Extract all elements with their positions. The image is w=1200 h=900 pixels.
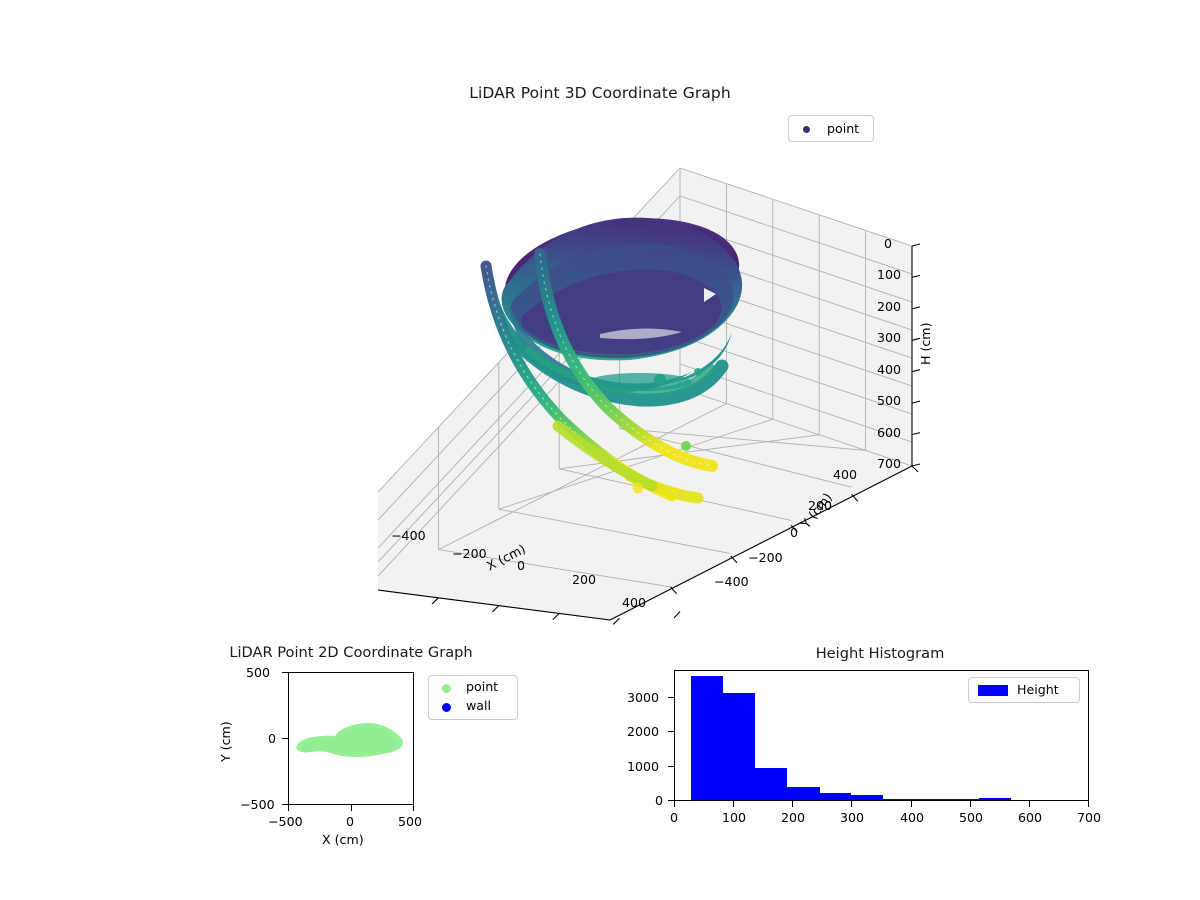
x-tick-label-3: 200 [572, 572, 597, 587]
plot-3d-axes[interactable] [300, 120, 960, 640]
hist-y-tickmark-3 [668, 697, 674, 699]
plot-2d-x-tick-2: 500 [398, 814, 423, 829]
y2d-tickmark-0 [282, 672, 288, 674]
histogram-bar [755, 768, 788, 800]
legend-marker-wall-icon [442, 703, 451, 712]
plot-2d-y-tick-1: 0 [268, 731, 277, 746]
histogram-bar [883, 799, 916, 800]
legend-row-wall: wall [429, 698, 517, 718]
legend-label-point: point [466, 679, 499, 694]
histogram-bar [690, 676, 724, 800]
hist-x-tickmark-2 [792, 801, 794, 807]
h-tick-label-3: 300 [877, 330, 902, 345]
y2d-tickmark-2 [282, 804, 288, 806]
plot-2d-x-tick-1: 0 [346, 814, 355, 829]
hist-x-tick-7: 700 [1077, 810, 1102, 825]
y-tick-label-0: −400 [714, 574, 749, 589]
hist-x-tick-5: 500 [959, 810, 984, 825]
hist-x-tickmark-1 [733, 801, 735, 807]
hist-y-tickmark-1 [668, 766, 674, 768]
legend-label-height: Height [1017, 682, 1059, 697]
h-tick-label-1: 100 [877, 267, 902, 282]
x-tick-label-4: 400 [622, 595, 647, 610]
axis-spines-3d [377, 246, 913, 621]
legend-row-point: point [429, 679, 517, 699]
hist-y-tick-0: 0 [655, 793, 664, 808]
h-axis-label: H (cm) [918, 322, 933, 366]
x-tick-label-2: 0 [517, 558, 526, 573]
pane-yz [680, 168, 912, 466]
plot-2d-legend: point wall [428, 675, 518, 720]
hist-x-tick-0: 0 [670, 810, 679, 825]
hist-y-tickmark-2 [668, 731, 674, 733]
plot-3d-title: LiDAR Point 3D Coordinate Graph [469, 84, 731, 102]
legend-label-wall: wall [466, 698, 492, 713]
plot-2d-title: LiDAR Point 2D Coordinate Graph [229, 644, 473, 661]
histogram-bar [851, 794, 884, 800]
tickmarks-3d [431, 243, 921, 625]
hist-x-tick-2: 200 [781, 810, 806, 825]
h-tick-label-5: 500 [877, 393, 902, 408]
plot-2d-x-axis-label: X (cm) [322, 832, 364, 847]
y-tick-label-2: 0 [790, 525, 799, 540]
hist-y-tick-3: 3000 [627, 690, 660, 705]
hist-x-tick-3: 300 [840, 810, 865, 825]
hist-x-tick-1: 100 [722, 810, 747, 825]
x-tick-label-0: −400 [391, 528, 426, 543]
x-tick-label-1: −200 [452, 546, 487, 561]
x2d-tickmark-2 [413, 805, 415, 811]
legend-swatch-height-icon [978, 685, 1008, 696]
histogram-bar [947, 799, 980, 800]
h-tick-label-0: 0 [884, 236, 893, 251]
hist-x-tickmark-4 [911, 801, 913, 807]
plot-2d-y-tick-0: 500 [246, 665, 271, 680]
hist-y-tick-2: 2000 [627, 724, 660, 739]
histogram-bar [787, 786, 820, 800]
plot-2d-x-tick-0: −500 [268, 814, 303, 829]
plot-3d-canvas [377, 167, 921, 625]
hist-x-tickmark-7 [1088, 801, 1090, 807]
h-tick-label-2: 200 [877, 299, 902, 314]
histogram-title: Height Histogram [815, 645, 945, 662]
x2d-tickmark-1 [351, 805, 353, 811]
h-tick-label-7: 700 [877, 456, 902, 471]
hist-x-tickmark-5 [970, 801, 972, 807]
histogram-bar [979, 798, 1012, 800]
hist-x-tickmark-3 [851, 801, 853, 807]
histogram-bar [819, 793, 852, 800]
plot-2d-canvas [296, 723, 403, 757]
plot-2d-y-tick-2: −500 [240, 797, 275, 812]
histogram-legend: Height [968, 677, 1080, 703]
legend-label-point: point [827, 121, 860, 136]
hist-y-tick-1: 1000 [627, 759, 660, 774]
histogram-bar [723, 693, 756, 800]
legend-marker-point-icon [442, 684, 451, 693]
pane-xy [378, 388, 912, 620]
point-cloud-3d [480, 217, 743, 504]
hist-x-tickmark-0 [674, 801, 676, 807]
y-tick-label-1: −200 [748, 550, 783, 565]
hist-y-tickmark-0 [668, 800, 674, 802]
hist-x-tick-6: 600 [1018, 810, 1043, 825]
plot-2d-y-axis-label: Y (cm) [218, 721, 233, 762]
y-tick-label-4: 400 [833, 467, 858, 482]
h-tick-label-4: 400 [877, 362, 902, 377]
y-tick-label-3: 200 [808, 498, 833, 513]
hist-x-tickmark-6 [1029, 801, 1031, 807]
h-tick-label-6: 600 [877, 425, 902, 440]
y2d-tickmark-1 [282, 738, 288, 740]
point-cloud-2d [296, 723, 403, 757]
x2d-tickmark-0 [288, 805, 290, 811]
plot-2d-axes[interactable] [288, 672, 414, 805]
plot-3d-legend: point [788, 115, 874, 142]
histogram-bar [915, 799, 948, 800]
legend-marker-point-icon [803, 126, 810, 133]
hist-x-tick-4: 400 [900, 810, 925, 825]
